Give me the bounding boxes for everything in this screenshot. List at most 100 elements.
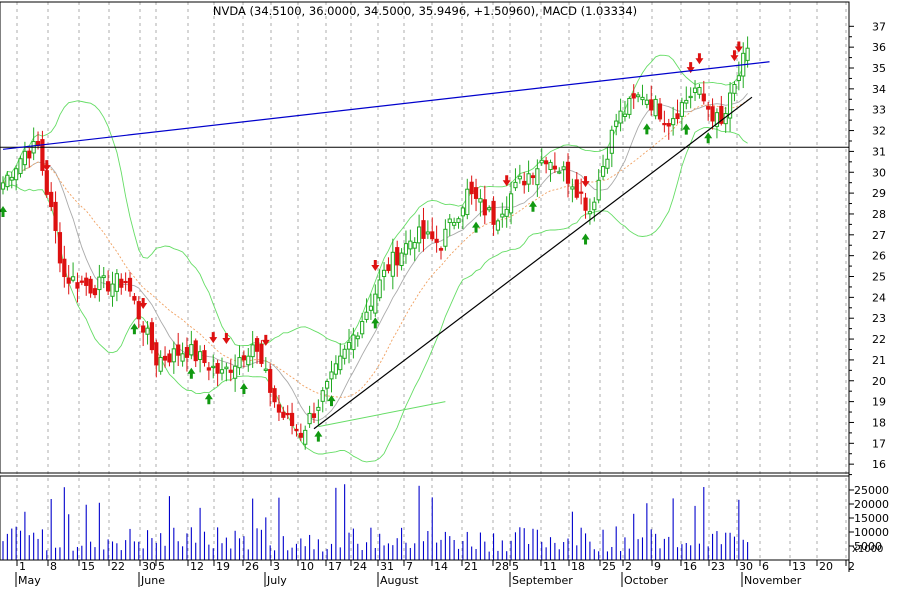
candle-body — [268, 369, 273, 393]
candle-body — [167, 353, 172, 363]
sell-signal-arrow — [581, 176, 590, 188]
candle-body — [447, 218, 452, 224]
candle-body — [403, 243, 409, 255]
candle-body — [329, 371, 334, 380]
candle-body — [127, 277, 133, 292]
x-tick-label: 2 — [625, 560, 632, 573]
candle-body — [596, 179, 601, 201]
short-trendline — [318, 401, 446, 428]
candle-body — [320, 390, 325, 402]
sell-signal-arrow — [42, 160, 51, 172]
candle-body — [180, 353, 185, 362]
candle-body — [241, 355, 247, 361]
candle-body — [228, 369, 233, 373]
candle-body — [443, 228, 448, 247]
candle-body — [141, 325, 146, 333]
candle-body — [526, 173, 531, 185]
sell-signal-arrow — [734, 41, 743, 53]
buy-signal-arrow — [371, 317, 380, 329]
candle-body — [390, 251, 395, 277]
candle-body — [14, 168, 19, 181]
candle-body — [49, 191, 54, 208]
candle-body — [88, 278, 93, 294]
candle-body — [342, 348, 347, 359]
buy-signal-arrow — [204, 393, 213, 405]
y-tick-label: 27 — [872, 229, 886, 242]
candle-body — [649, 99, 654, 111]
candle-body — [119, 278, 124, 288]
chart-title: NVDA (34.5100, 36.0000, 34.5000, 35.9496… — [213, 4, 637, 18]
x-tick-label: 2 — [848, 560, 855, 573]
y-tick-label: 21 — [872, 354, 886, 367]
candle-body — [307, 412, 312, 425]
y-tick-label: 25 — [872, 271, 886, 284]
candle-body — [395, 247, 400, 266]
candle-body — [684, 99, 689, 104]
candle-body — [338, 355, 343, 371]
month-label: September — [512, 574, 573, 587]
candle-body — [9, 176, 14, 181]
candle-body — [710, 106, 715, 122]
sell-signal-arrow — [209, 332, 218, 344]
y-tick-label: 17 — [872, 437, 886, 450]
candle-body — [473, 187, 479, 199]
candle-body — [417, 226, 422, 244]
candle-body — [193, 340, 198, 362]
buy-signal-arrow — [704, 132, 713, 144]
sell-signal-arrow — [371, 259, 380, 271]
moving-average-short — [2, 93, 748, 421]
sell-signal-arrow — [222, 332, 231, 344]
candle-body — [587, 211, 593, 215]
candle-body — [565, 161, 571, 184]
candle-body — [281, 411, 286, 418]
buy-signal-arrow — [581, 233, 590, 245]
volume-tick-label: 25000 — [854, 484, 889, 497]
candle-body — [373, 293, 378, 314]
candle-body — [631, 93, 636, 99]
candle-body — [333, 363, 338, 375]
candle-body — [600, 166, 606, 177]
candle-body — [285, 412, 290, 416]
candle-body — [636, 94, 641, 98]
x-tick-label: 18 — [571, 560, 585, 573]
candle-body — [495, 220, 501, 231]
sell-signal-arrow — [695, 53, 704, 65]
x-tick-label: 5 — [158, 560, 165, 573]
candle-body — [27, 150, 32, 159]
candle-body — [145, 327, 150, 335]
candle-body — [0, 182, 6, 190]
candle-body — [727, 92, 733, 119]
upper-band — [2, 54, 749, 347]
x-tick-label: 26 — [245, 560, 259, 573]
candle-body — [97, 276, 102, 291]
candle-body — [18, 158, 23, 174]
month-label: June — [140, 574, 165, 587]
y-tick-label: 29 — [872, 187, 886, 200]
buy-signal-arrow — [130, 323, 139, 335]
y-tick-label: 36 — [872, 41, 886, 54]
x-tick-label: 23 — [711, 560, 725, 573]
candle-body — [311, 413, 317, 418]
candle-body — [53, 201, 58, 231]
lower-trendline — [313, 96, 753, 430]
candle-body — [176, 344, 181, 356]
candle-body — [487, 207, 492, 211]
candle-body — [346, 341, 352, 350]
candle-body — [101, 275, 106, 279]
candle-body — [692, 87, 698, 94]
candle-body — [544, 160, 549, 165]
month-label: May — [18, 574, 41, 587]
candle-body — [250, 344, 255, 358]
candle-body — [517, 175, 522, 180]
candle-body — [386, 264, 391, 271]
candle-body — [289, 412, 295, 426]
candle-body — [303, 429, 308, 445]
candle-body — [627, 98, 632, 115]
candle-body — [57, 232, 63, 264]
y-tick-label: 23 — [872, 312, 886, 325]
buy-signal-arrow — [528, 200, 537, 212]
buy-signal-arrow — [472, 221, 481, 233]
candle-body — [149, 322, 155, 351]
x-tick-label: 21 — [464, 560, 478, 573]
candle-body — [570, 186, 575, 190]
